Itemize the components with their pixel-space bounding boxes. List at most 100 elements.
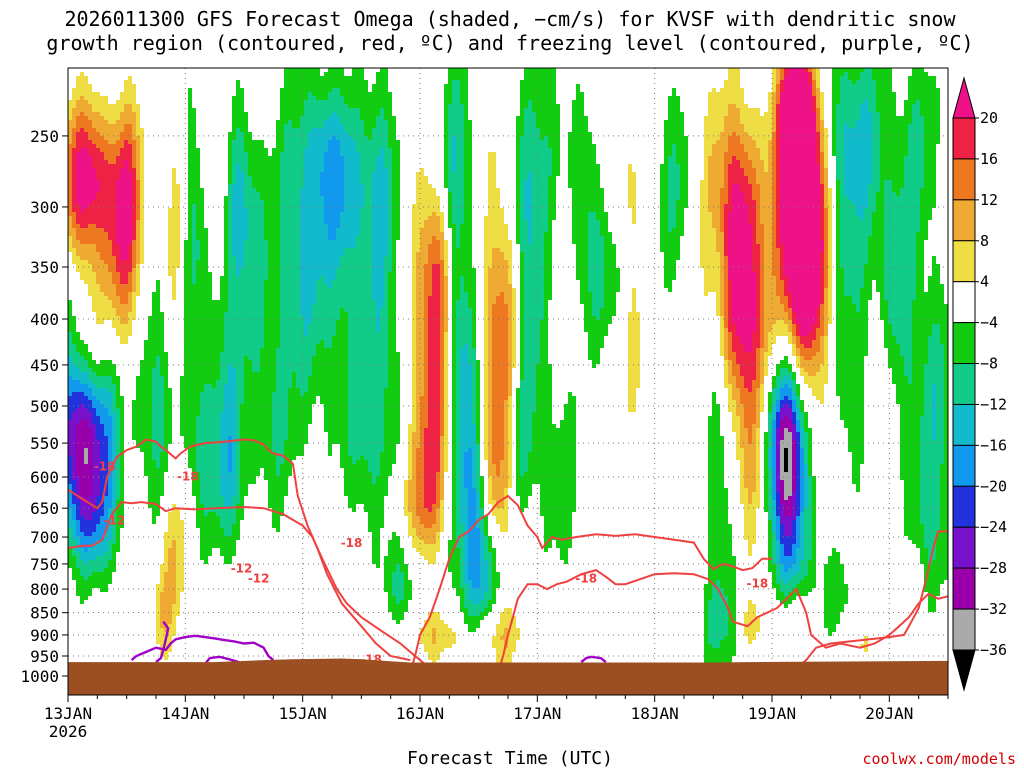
omega-cell bbox=[580, 300, 592, 304]
omega-cell bbox=[200, 256, 208, 260]
omega-cell bbox=[744, 172, 756, 176]
omega-cell bbox=[784, 252, 820, 256]
omega-cell bbox=[736, 156, 748, 160]
omega-cell bbox=[872, 216, 884, 220]
omega-cell bbox=[840, 180, 844, 184]
omega-cell bbox=[456, 420, 460, 424]
omega-cell bbox=[836, 264, 840, 268]
omega-cell bbox=[664, 276, 676, 280]
omega-cell bbox=[68, 192, 72, 196]
omega-cell bbox=[492, 364, 508, 368]
omega-cell bbox=[184, 248, 192, 252]
omega-cell bbox=[512, 328, 516, 332]
omega-cell bbox=[928, 352, 944, 356]
omega-cell bbox=[632, 304, 636, 308]
omega-cell bbox=[772, 324, 788, 328]
omega-cell bbox=[444, 184, 448, 188]
omega-cell bbox=[544, 268, 552, 272]
omega-cell bbox=[552, 148, 560, 152]
omega-cell bbox=[152, 396, 164, 400]
omega-cell bbox=[136, 252, 140, 256]
omega-cell bbox=[664, 272, 676, 276]
omega-cell bbox=[836, 332, 868, 336]
omega-cell bbox=[820, 212, 824, 216]
omega-cell bbox=[76, 76, 88, 80]
omega-cell bbox=[840, 252, 868, 256]
omega-cell bbox=[488, 444, 492, 448]
omega-cell bbox=[820, 100, 824, 104]
omega-cell bbox=[104, 432, 112, 436]
omega-cell bbox=[76, 436, 92, 440]
omega-cell bbox=[116, 188, 132, 192]
omega-cell bbox=[136, 188, 140, 192]
omega-cell bbox=[712, 400, 716, 404]
omega-cell bbox=[524, 352, 540, 356]
omega-cell bbox=[188, 200, 204, 204]
omega-cell bbox=[444, 272, 448, 276]
omega-cell bbox=[816, 68, 820, 72]
omega-cell bbox=[772, 388, 776, 392]
omega-cell bbox=[380, 68, 388, 72]
omega-cell bbox=[416, 304, 424, 308]
omega-cell bbox=[844, 176, 872, 180]
omega-cell bbox=[924, 396, 932, 400]
omega-cell bbox=[416, 256, 428, 260]
omega-cell bbox=[704, 268, 720, 272]
omega-cell bbox=[220, 288, 228, 292]
omega-cell bbox=[236, 256, 244, 260]
omega-cell bbox=[820, 280, 824, 284]
omega-cell bbox=[136, 444, 152, 448]
omega-cell bbox=[104, 156, 116, 160]
omega-cell bbox=[888, 308, 912, 312]
omega-cell bbox=[752, 248, 760, 252]
omega-cell bbox=[884, 324, 892, 328]
omega-cell bbox=[348, 440, 384, 444]
omega-cell bbox=[444, 276, 448, 280]
omega-cell bbox=[912, 104, 920, 108]
omega-cell bbox=[360, 116, 376, 120]
omega-cell bbox=[772, 112, 776, 116]
omega-cell bbox=[484, 252, 492, 256]
omega-cell bbox=[588, 276, 604, 280]
omega-cell bbox=[456, 416, 460, 420]
omega-cell bbox=[700, 184, 708, 188]
omega-cell bbox=[72, 172, 76, 176]
omega-cell bbox=[244, 356, 248, 360]
omega-cell bbox=[764, 304, 784, 308]
omega-cell bbox=[232, 196, 244, 200]
omega-cell bbox=[832, 128, 836, 132]
omega-cell bbox=[920, 188, 936, 192]
omega-cell bbox=[472, 372, 476, 376]
omega-cell bbox=[232, 236, 248, 240]
omega-cell bbox=[456, 344, 464, 348]
omega-cell bbox=[440, 324, 444, 328]
omega-cell bbox=[136, 196, 140, 200]
omega-cell bbox=[740, 440, 748, 444]
omega-cell bbox=[456, 360, 460, 364]
omega-cell bbox=[524, 312, 544, 316]
omega-cell bbox=[920, 224, 928, 228]
omega-cell bbox=[444, 260, 448, 264]
omega-cell bbox=[708, 420, 720, 424]
omega-cell bbox=[760, 332, 764, 336]
omega-cell bbox=[456, 396, 460, 400]
omega-cell bbox=[452, 312, 456, 316]
omega-cell bbox=[168, 272, 176, 276]
omega-cell bbox=[348, 104, 392, 108]
omega-cell bbox=[520, 436, 532, 440]
omega-cell bbox=[828, 192, 832, 196]
omega-cell bbox=[120, 428, 124, 432]
omega-cell bbox=[760, 408, 764, 412]
omega-cell bbox=[72, 196, 76, 200]
omega-cell bbox=[780, 396, 784, 400]
omega-cell bbox=[520, 172, 528, 176]
omega-cell bbox=[832, 148, 836, 152]
omega-cell bbox=[628, 312, 640, 316]
omega-cell bbox=[916, 232, 928, 236]
omega-cell bbox=[140, 368, 152, 372]
omega-cell bbox=[872, 124, 880, 128]
omega-cell bbox=[496, 300, 504, 304]
omega-cell bbox=[516, 232, 520, 236]
omega-cell bbox=[764, 252, 772, 256]
omega-cell bbox=[708, 96, 744, 100]
